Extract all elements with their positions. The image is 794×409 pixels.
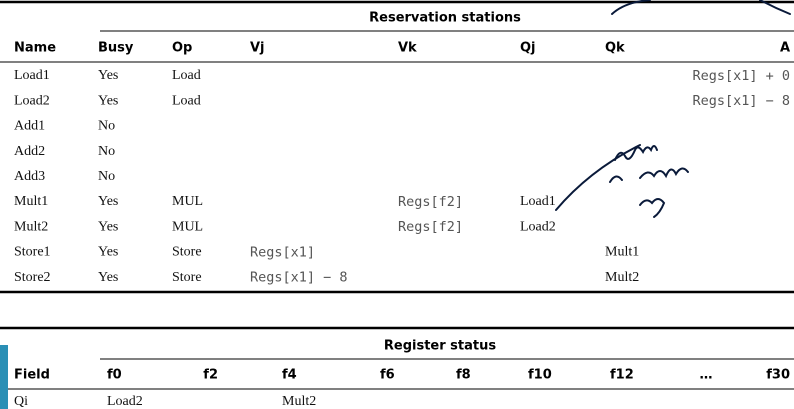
column-header: Field	[14, 368, 50, 383]
cell: Yes	[98, 194, 118, 209]
cell: Store1	[14, 245, 51, 260]
cell: No	[98, 144, 115, 159]
column-header: f12	[610, 368, 634, 383]
side-bar	[0, 345, 8, 409]
cell: Add3	[14, 169, 45, 184]
cell: Load2	[520, 219, 556, 234]
cell: Regs[x1]	[250, 244, 315, 260]
cell: Mult2	[14, 219, 48, 234]
cell: Regs[x1] − 8	[692, 93, 790, 109]
cell: Mult2	[605, 270, 639, 285]
cell: Load2	[107, 394, 143, 409]
cell: No	[98, 169, 115, 184]
cell: Add2	[14, 144, 45, 159]
cell: Load	[172, 68, 201, 83]
column-header: …	[700, 368, 713, 383]
cell: Mult1	[14, 194, 48, 209]
column-header: A	[780, 41, 790, 56]
cell: Store	[172, 270, 202, 285]
column-header: Busy	[98, 41, 134, 56]
cell: Yes	[98, 219, 118, 234]
cell: Regs[x1] − 8	[250, 270, 348, 286]
column-header: Vk	[398, 41, 417, 56]
cell: Load	[172, 93, 201, 108]
cell: Yes	[98, 270, 118, 285]
cell: Regs[f2]	[398, 194, 463, 210]
cell: Store2	[14, 270, 51, 285]
cell: Load2	[14, 93, 50, 108]
column-header: Qk	[605, 41, 625, 56]
cell: Yes	[98, 68, 118, 83]
handwriting	[555, 0, 791, 218]
cell: Store	[172, 245, 202, 260]
cell: Regs[x1] + 0	[692, 68, 790, 84]
column-header: Op	[172, 41, 192, 56]
column-header: Name	[14, 41, 56, 56]
column-header: f8	[456, 368, 471, 383]
column-header: f6	[380, 368, 395, 383]
cell: Yes	[98, 245, 118, 260]
column-header: f30	[766, 368, 790, 383]
cell: MUL	[172, 219, 203, 234]
cell: Qi	[14, 394, 28, 409]
table-title: Register status	[384, 339, 496, 354]
cell: Mult2	[282, 394, 316, 409]
cell: Load1	[520, 194, 556, 209]
cell: Add1	[14, 119, 45, 134]
column-header: f0	[107, 368, 122, 383]
cell: Regs[f2]	[398, 219, 463, 235]
column-header: f2	[203, 368, 218, 383]
cell: Mult1	[605, 245, 639, 260]
cell: MUL	[172, 194, 203, 209]
cell: No	[98, 119, 115, 134]
column-header: f10	[528, 368, 552, 383]
column-header: Qj	[520, 41, 536, 56]
column-header: f4	[282, 368, 297, 383]
column-header: Vj	[250, 41, 265, 56]
cell: Yes	[98, 93, 118, 108]
cell: Load1	[14, 68, 50, 83]
table-title: Reservation stations	[369, 11, 521, 26]
